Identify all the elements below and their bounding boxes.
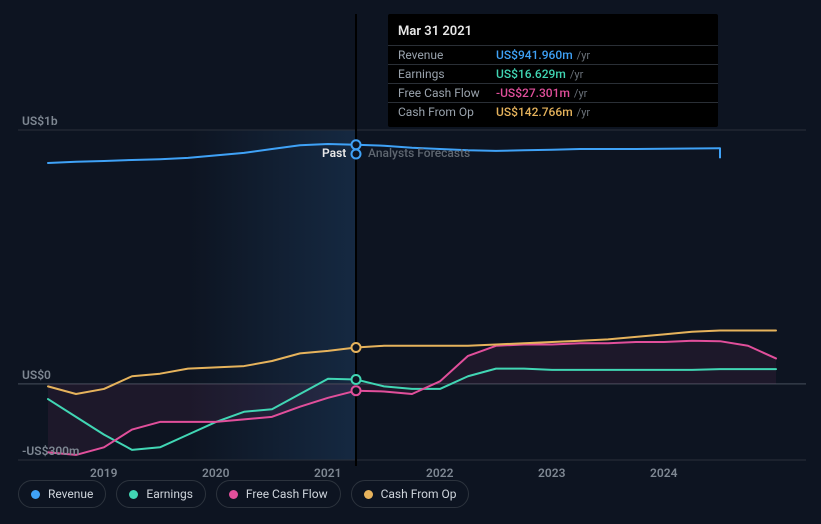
tooltip-row: Earnings US$16.629m /yr [388, 64, 718, 83]
legend-dot-icon [364, 490, 373, 499]
legend-dot-icon [31, 490, 40, 499]
y-axis-label: US$0 [22, 368, 51, 382]
legend: Revenue Earnings Free Cash Flow Cash Fro… [18, 480, 469, 508]
legend-label: Revenue [48, 487, 93, 501]
tooltip-label: Cash From Op [398, 105, 496, 119]
forecast-label: Analysts Forecasts [368, 146, 470, 160]
y-axis-label: -US$300m [22, 444, 79, 458]
tooltip-value: -US$27.301m [496, 86, 570, 100]
tooltip-label: Earnings [398, 67, 496, 81]
tooltip-label: Free Cash Flow [398, 86, 496, 100]
legend-item-free-cash-flow[interactable]: Free Cash Flow [216, 480, 341, 508]
tooltip-value: US$941.960m [496, 48, 573, 62]
legend-item-revenue[interactable]: Revenue [18, 480, 106, 508]
x-axis-label: 2023 [538, 466, 565, 480]
tooltip-row: Revenue US$941.960m /yr [388, 45, 718, 64]
past-label: Past [322, 146, 346, 160]
tooltip-row: Free Cash Flow -US$27.301m /yr [388, 83, 718, 102]
legend-dot-icon [229, 490, 238, 499]
legend-item-cash-from-op[interactable]: Cash From Op [351, 480, 470, 508]
tooltip-label: Revenue [398, 48, 496, 62]
tooltip: Mar 31 2021 Revenue US$941.960m /yr Earn… [388, 14, 718, 127]
y-axis-label: US$1b [22, 114, 58, 128]
legend-label: Free Cash Flow [246, 487, 328, 501]
tooltip-value: US$142.766m [496, 105, 573, 119]
legend-label: Earnings [146, 487, 193, 501]
legend-item-earnings[interactable]: Earnings [116, 480, 206, 508]
x-axis-label: 2022 [426, 466, 453, 480]
tooltip-unit: /yr [577, 106, 590, 119]
tooltip-value: US$16.629m [496, 67, 566, 81]
tooltip-row: Cash From Op US$142.766m /yr [388, 102, 718, 121]
legend-label: Cash From Op [381, 487, 457, 501]
tooltip-unit: /yr [577, 49, 590, 62]
tooltip-unit: /yr [570, 68, 583, 81]
x-axis-label: 2021 [314, 466, 341, 480]
tooltip-date: Mar 31 2021 [388, 20, 718, 45]
tooltip-unit: /yr [574, 87, 587, 100]
legend-dot-icon [129, 490, 138, 499]
x-axis-label: 2020 [202, 466, 229, 480]
financial-forecast-chart: US$1b US$0 -US$300m 2019 2020 2021 2022 … [0, 0, 821, 524]
x-axis-label: 2019 [90, 466, 117, 480]
x-axis-label: 2024 [650, 466, 677, 480]
